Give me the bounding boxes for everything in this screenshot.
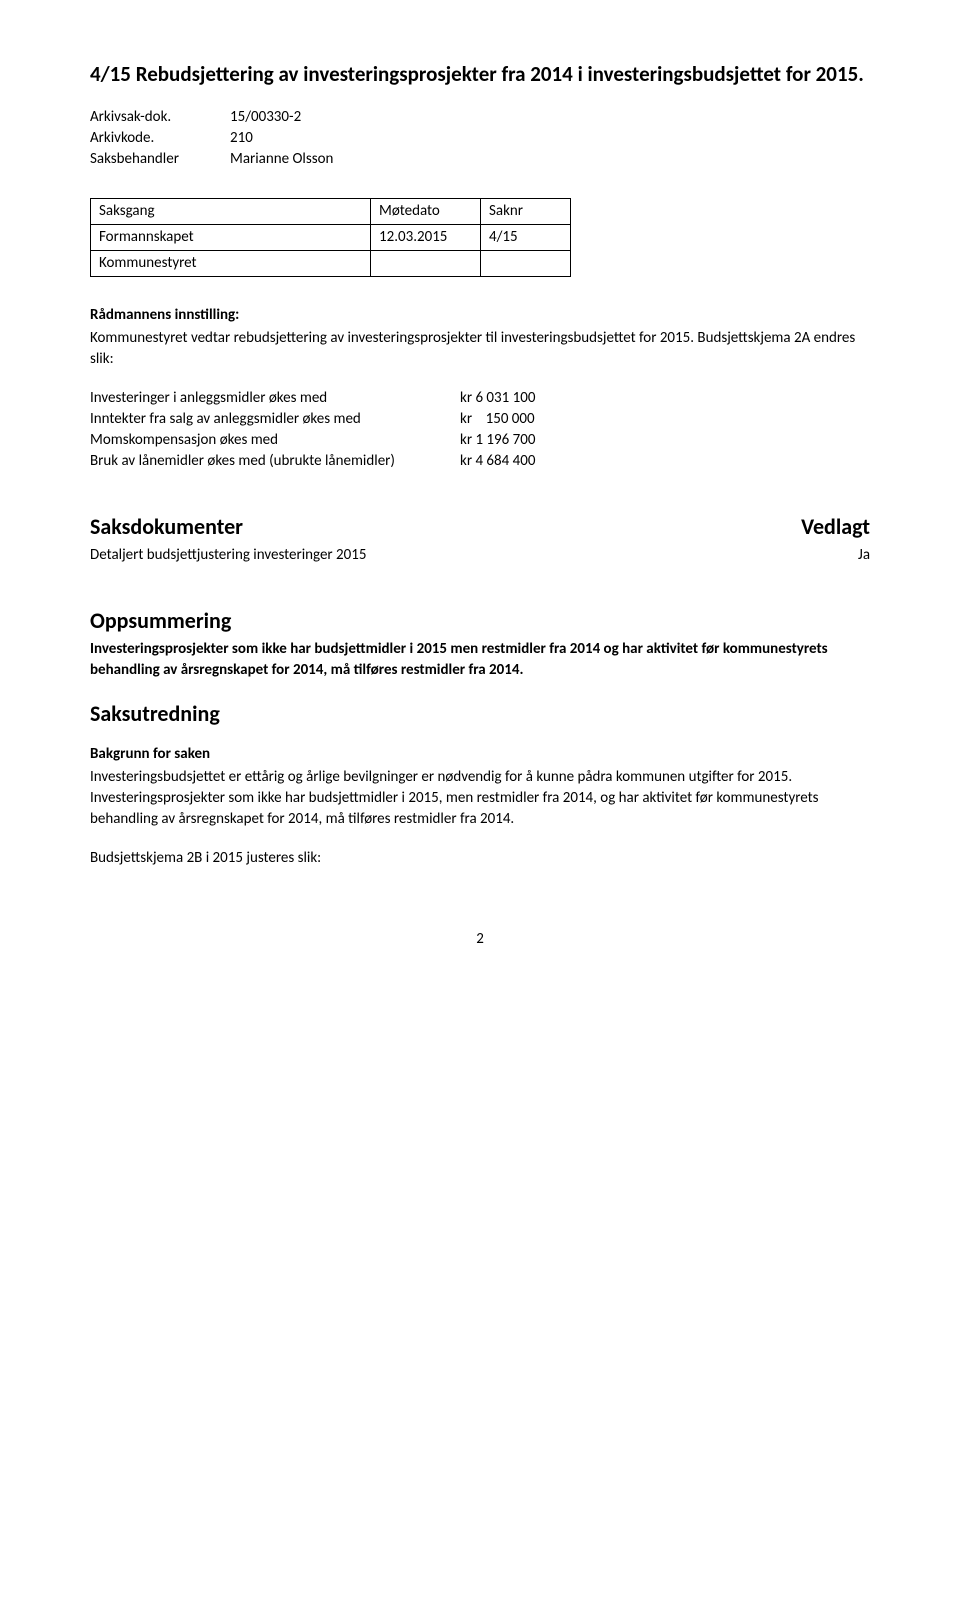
budget-label: Inntekter fra salg av anleggsmidler økes… (90, 409, 460, 430)
saksbehandler-value: Marianne Olsson (230, 149, 333, 170)
exposition-p1: Investeringsbudsjettet er ettårig og årl… (90, 767, 870, 788)
table-cell (481, 251, 571, 277)
attachments-section: Saksdokumenter Vedlagt Detaljert budsjet… (90, 512, 870, 566)
budget-line: Bruk av lånemidler økes med (ubrukte lån… (90, 451, 870, 472)
exposition-subheading: Bakgrunn for saken (90, 744, 870, 765)
exposition-p3: Budsjettskjema 2B i 2015 justeres slik: (90, 848, 870, 869)
table-cell: 12.03.2015 (371, 225, 481, 251)
page-number: 2 (90, 929, 870, 950)
table-row: Kommunestyret (91, 251, 571, 277)
budget-label: Bruk av lånemidler økes med (ubrukte lån… (90, 451, 460, 472)
budget-line: Momskompensasjon økes med kr 1 196 700 (90, 430, 870, 451)
summary-section: Oppsummering Investeringsprosjekter som … (90, 606, 870, 681)
budget-amount: kr 6 031 100 (460, 388, 535, 409)
arkivkode-label: Arkivkode. (90, 128, 230, 149)
proceedings-table: Saksgang Møtedato Saknr Formannskapet 12… (90, 198, 571, 277)
summary-text: Investeringsprosjekter som ikke har buds… (90, 639, 870, 681)
table-header: Møtedato (371, 199, 481, 225)
document-references: Arkivsak-dok. 15/00330-2 Arkivkode. 210 … (90, 107, 870, 170)
attachment-value: Ja (858, 545, 870, 566)
budget-amount: kr 150 000 (460, 409, 535, 430)
recommendation-heading: Rådmannens innstilling: (90, 305, 870, 326)
budget-lines: Investeringer i anleggsmidler økes med k… (90, 388, 870, 472)
recommendation-section: Rådmannens innstilling: Kommunestyret ve… (90, 305, 870, 370)
budget-label: Momskompensasjon økes med (90, 430, 460, 451)
exposition-heading: Saksutredning (90, 699, 870, 730)
exposition-section: Saksutredning Bakgrunn for saken Investe… (90, 699, 870, 869)
arkivkode-value: 210 (230, 128, 253, 149)
budget-label: Investeringer i anleggsmidler økes med (90, 388, 460, 409)
recommendation-text: Kommunestyret vedtar rebudsjettering av … (90, 328, 870, 370)
case-title: 4/15 Rebudsjettering av investeringspros… (90, 60, 870, 89)
summary-heading: Oppsummering (90, 606, 870, 637)
table-cell: Formannskapet (91, 225, 371, 251)
exposition-p2: Investeringsprosjekter som ikke har buds… (90, 788, 870, 830)
budget-line: Investeringer i anleggsmidler økes med k… (90, 388, 870, 409)
table-header: Saksgang (91, 199, 371, 225)
arkivsak-value: 15/00330-2 (230, 107, 301, 128)
attachments-heading: Saksdokumenter (90, 512, 243, 543)
table-row: Saksgang Møtedato Saknr (91, 199, 571, 225)
budget-amount: kr 4 684 400 (460, 451, 535, 472)
table-header: Saknr (481, 199, 571, 225)
saksbehandler-label: Saksbehandler (90, 149, 230, 170)
table-cell: Kommunestyret (91, 251, 371, 277)
attachment-label: Detaljert budsjettjustering investeringe… (90, 545, 366, 566)
table-cell: 4/15 (481, 225, 571, 251)
attachments-heading-right: Vedlagt (801, 512, 870, 543)
arkivsak-label: Arkivsak-dok. (90, 107, 230, 128)
table-row: Formannskapet 12.03.2015 4/15 (91, 225, 571, 251)
table-cell (371, 251, 481, 277)
budget-line: Inntekter fra salg av anleggsmidler økes… (90, 409, 870, 430)
attachment-row: Detaljert budsjettjustering investeringe… (90, 545, 870, 566)
budget-amount: kr 1 196 700 (460, 430, 535, 451)
